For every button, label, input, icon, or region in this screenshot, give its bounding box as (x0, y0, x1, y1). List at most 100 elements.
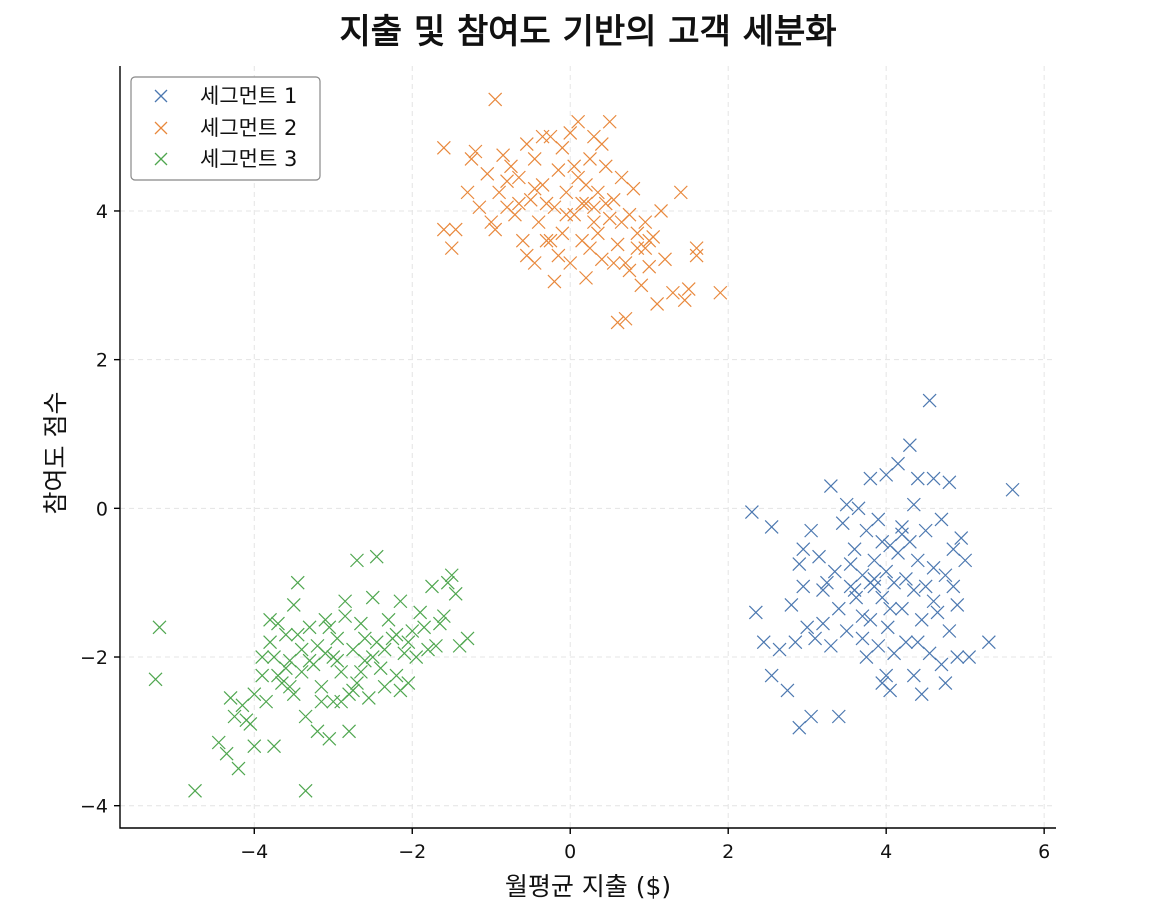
data-point-series-1 (906, 583, 921, 598)
data-point-series-1 (816, 583, 830, 598)
data-point-series-3 (298, 709, 313, 724)
data-point-series-3 (440, 575, 455, 590)
data-point-series-1 (879, 467, 894, 482)
series-2 (436, 92, 728, 330)
data-point-series-3 (334, 664, 349, 679)
data-point-series-2 (492, 185, 507, 200)
data-point-series-2 (511, 196, 526, 211)
data-point-series-3 (227, 709, 242, 724)
data-point-series-1 (938, 568, 953, 583)
data-point-series-3 (223, 690, 238, 705)
data-point-series-3 (298, 783, 313, 798)
data-point-series-2 (563, 125, 578, 140)
legend-label-1: 세그먼트 1 (200, 84, 297, 108)
data-point-series-3 (271, 616, 285, 631)
data-point-series-1 (867, 572, 882, 586)
data-point-series-1 (804, 709, 819, 724)
data-point-series-3 (338, 609, 353, 624)
data-point-series-2 (551, 163, 566, 178)
data-point-series-2 (579, 178, 593, 192)
data-point-series-2 (484, 215, 499, 230)
data-point-series-2 (527, 152, 542, 166)
data-series (148, 92, 1020, 798)
data-point-series-2 (504, 159, 518, 174)
data-point-series-3 (274, 676, 289, 690)
data-point-series-1 (902, 438, 917, 453)
data-point-series-2 (638, 215, 653, 230)
data-point-series-1 (871, 512, 886, 527)
legend-entry-2: 세그먼트 2 (154, 116, 297, 140)
data-point-series-2 (579, 196, 593, 211)
data-point-series-1 (847, 583, 862, 598)
data-point-series-3 (353, 616, 368, 631)
data-point-series-2 (614, 170, 629, 185)
data-point-series-1 (883, 601, 898, 616)
legend-marker-2 (154, 121, 168, 135)
data-point-series-2 (448, 222, 463, 237)
data-point-series-2 (436, 140, 451, 155)
data-point-series-3 (393, 594, 408, 609)
data-point-series-1 (910, 635, 925, 650)
y-tick-label: −2 (80, 647, 108, 669)
data-point-series-3 (148, 672, 163, 687)
data-point-series-2 (539, 196, 554, 211)
data-point-series-2 (511, 170, 526, 185)
data-point-series-2 (555, 140, 570, 155)
data-point-series-3 (314, 679, 329, 694)
data-point-series-2 (681, 282, 696, 296)
data-point-series-2 (496, 148, 511, 163)
data-point-series-3 (255, 668, 270, 683)
data-point-series-3 (282, 653, 297, 668)
data-point-series-1 (748, 605, 763, 620)
data-point-series-3 (369, 549, 384, 564)
data-point-series-2 (523, 192, 538, 207)
data-point-series-1 (851, 501, 866, 516)
data-point-series-3 (417, 620, 432, 635)
data-point-series-1 (784, 598, 799, 612)
data-point-series-3 (294, 642, 309, 657)
chart-title: 지출 및 참여도 기반의 고객 세분화 (339, 12, 836, 52)
data-point-series-1 (808, 631, 823, 646)
data-point-series-3 (267, 650, 281, 664)
data-point-series-2 (665, 285, 680, 300)
data-point-series-2 (444, 241, 459, 256)
data-point-series-3 (377, 679, 392, 694)
data-point-series-3 (350, 553, 364, 568)
data-point-series-2 (535, 129, 550, 144)
data-point-series-3 (255, 650, 270, 664)
data-point-series-2 (575, 196, 590, 211)
data-point-series-2 (571, 114, 586, 129)
data-point-series-3 (302, 653, 317, 668)
data-point-series-1 (792, 557, 807, 572)
data-point-series-1 (816, 616, 830, 631)
data-point-series-2 (547, 200, 562, 215)
data-point-series-1 (780, 683, 795, 698)
x-tick-label: 0 (564, 841, 576, 863)
data-point-series-1 (918, 523, 933, 538)
data-point-series-3 (259, 694, 274, 709)
data-point-series-2 (472, 200, 487, 215)
legend-entry-3: 세그먼트 3 (154, 147, 297, 171)
data-point-series-2 (618, 311, 633, 326)
data-point-series-3 (330, 653, 345, 668)
data-point-series-3 (413, 605, 428, 620)
data-point-series-1 (859, 650, 874, 664)
data-point-series-3 (377, 642, 392, 657)
data-point-series-1 (910, 471, 925, 486)
data-point-series-2 (508, 207, 522, 222)
data-point-series-1 (938, 676, 953, 690)
data-point-series-3 (322, 620, 337, 635)
data-point-series-2 (594, 137, 609, 151)
data-point-series-1 (827, 564, 842, 579)
data-point-series-1 (875, 534, 890, 549)
data-point-series-2 (590, 185, 605, 200)
data-point-series-2 (606, 192, 621, 207)
data-point-series-2 (673, 185, 688, 200)
data-point-series-2 (543, 129, 558, 144)
data-point-series-1 (922, 646, 937, 661)
data-point-series-3 (188, 783, 202, 798)
data-point-series-2 (468, 144, 483, 159)
data-point-series-3 (314, 694, 329, 709)
data-point-series-1 (823, 638, 838, 653)
data-point-series-1 (764, 668, 779, 683)
